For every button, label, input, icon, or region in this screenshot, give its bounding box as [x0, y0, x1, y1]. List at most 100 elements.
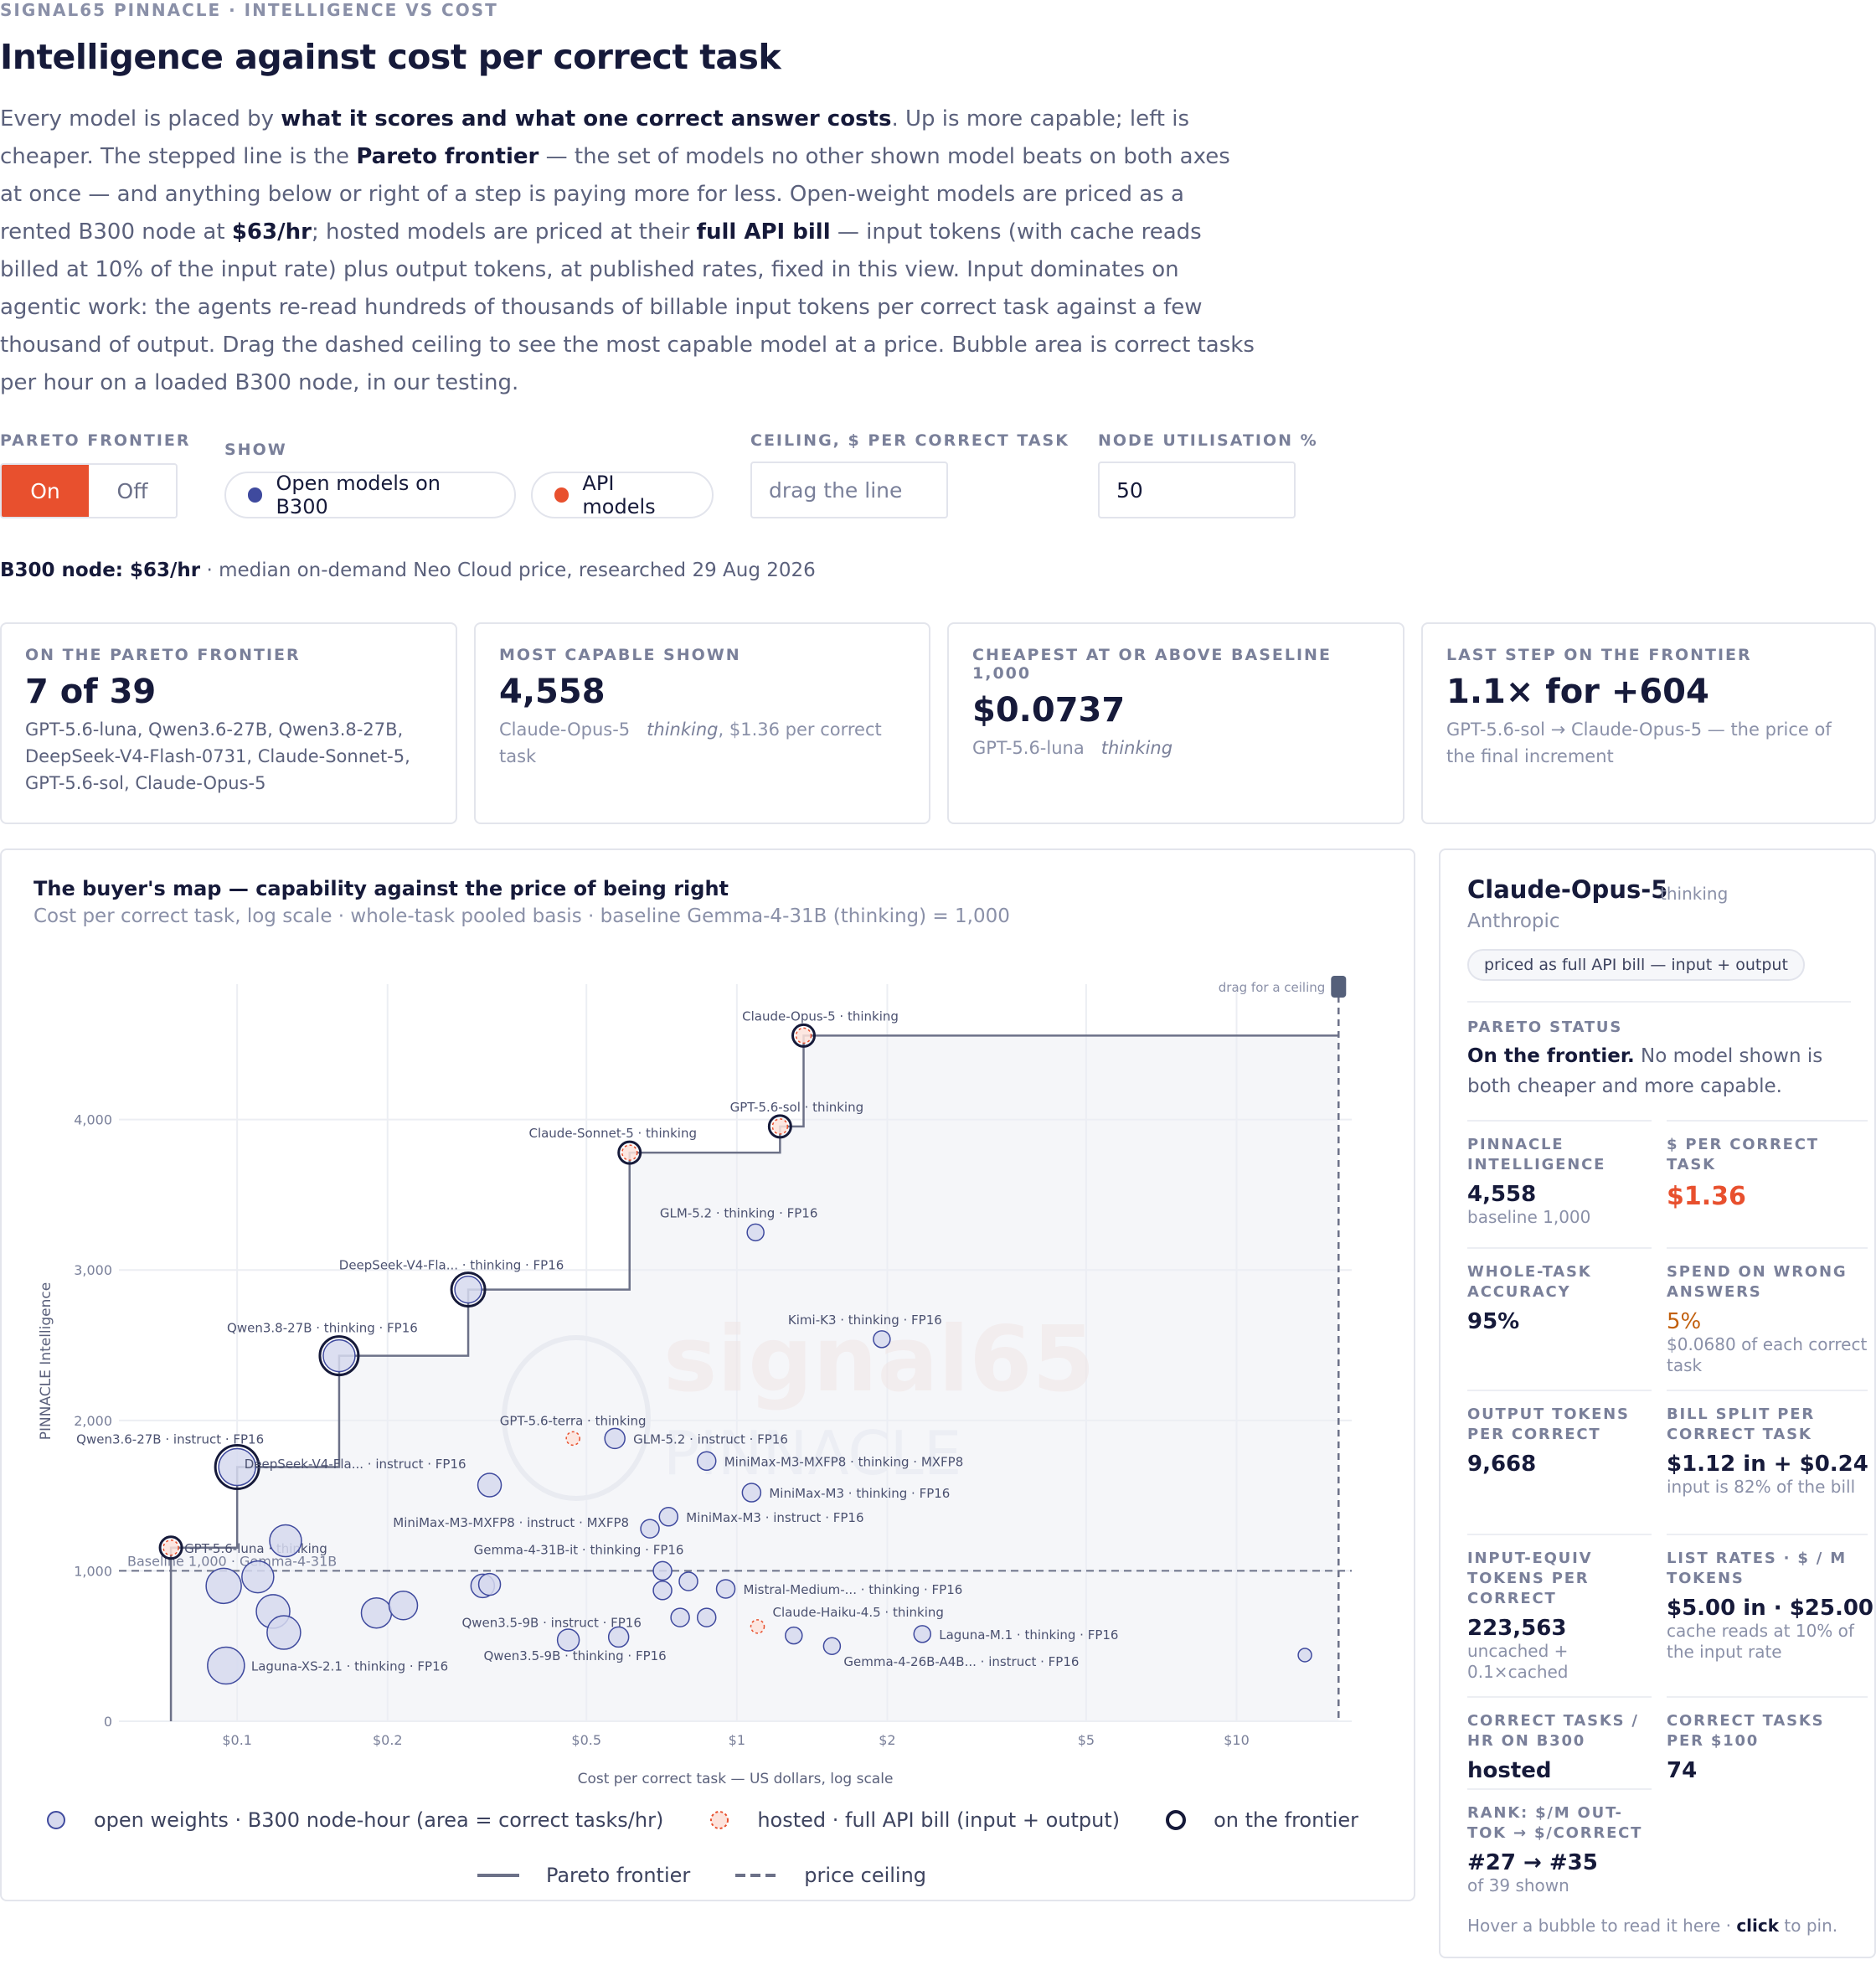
sidebar-hint: Hover a bubble to read it here · click t… — [1467, 1916, 1838, 1936]
point-label: Mistral-Medium-... · thinking · FP16 — [744, 1582, 963, 1597]
x-tick-label: $10 — [1224, 1732, 1250, 1748]
data-point — [873, 1330, 891, 1349]
stat-bill-split-per-correct-task: BILL SPLIT PER CORRECT TASK $1.12 in + $0… — [1667, 1390, 1874, 1498]
data-point — [607, 1626, 630, 1648]
frontier-ring — [214, 1443, 260, 1490]
legend-row-1: open weights · B300 node-hour (area = co… — [2, 1808, 1417, 1832]
data-point — [678, 1571, 698, 1591]
card-cheapest: CHEAPEST AT OR ABOVE BASELINE 1,000 $0.0… — [947, 622, 1404, 824]
util-input[interactable]: 50 — [1098, 462, 1296, 518]
pareto-label: PARETO FRONTIER — [0, 431, 191, 450]
point-label: GPT-5.6-sol · thinking — [730, 1100, 864, 1115]
data-point — [746, 1223, 765, 1242]
frontier-ring — [791, 1023, 817, 1048]
ceiling-label: CEILING, $ PER CORRECT TASK — [750, 431, 1069, 450]
data-point — [477, 1572, 502, 1596]
data-point — [715, 1579, 736, 1599]
stat-output-tokens-per-correct: OUTPUT TOKENS PER CORRECT 9,668 — [1467, 1390, 1652, 1477]
point-label: Qwen3.6-27B · instruct · FP16 — [76, 1431, 264, 1447]
stat-spend-on-wrong-answers: SPEND ON WRONG ANSWERS 5% $0.0680 of each … — [1667, 1247, 1868, 1376]
y-tick-label: 1,000 — [74, 1563, 112, 1579]
pricing-badge: priced as full API bill — input + output — [1467, 949, 1805, 981]
data-point — [670, 1607, 690, 1627]
ceiling-drag-handle — [1331, 976, 1347, 998]
point-label: Claude-Opus-5 · thinking — [742, 1008, 899, 1024]
legend-ceiling: price ceiling — [735, 1864, 927, 1887]
model-vendor: Anthropic — [1467, 910, 1560, 932]
stat-input-equiv-tokens-per-correct: INPUT-EQUIV TOKENS PER CORRECT 223,563 unc… — [1467, 1534, 1652, 1683]
y-tick-label: 2,000 — [74, 1413, 112, 1429]
data-point — [771, 1118, 789, 1135]
point-label: Qwen3.8-27B · thinking · FP16 — [227, 1321, 418, 1336]
point-label: Qwen3.5-9B · instruct · FP16 — [461, 1615, 641, 1630]
frontier-ring — [617, 1140, 642, 1165]
open-models-label: Open models on B300 — [276, 472, 441, 518]
legend-row-2: Pareto frontier price ceiling — [2, 1864, 1417, 1887]
frontier-ring — [318, 1335, 360, 1377]
point-label: Claude-Sonnet-5 · thinking — [528, 1126, 697, 1141]
legend-pareto: Pareto frontier — [477, 1864, 691, 1887]
frontier-area — [171, 1035, 1339, 1721]
stat-per-correct-task: $ PER CORRECT TASK $1.36 — [1667, 1120, 1868, 1211]
y-tick-label: 3,000 — [74, 1262, 112, 1278]
card-last-step: LAST STEP ON THE FRONTIER 1.1× for +604 … — [1421, 622, 1876, 824]
y-axis-label: PINNACLE Intelligence — [38, 1282, 54, 1440]
point-label: DeepSeek-V4-Fla... · thinking · FP16 — [339, 1258, 564, 1273]
stat-pinnacle-intelligence: PINNACLE INTELLIGENCE 4,558 baseline 1,000 — [1467, 1120, 1652, 1228]
open-dot-icon — [248, 487, 263, 503]
data-point — [207, 1646, 245, 1685]
data-point — [785, 1626, 803, 1645]
stat-rank-m-out-tok-correct: RANK: $/M OUT-TOK → $/CORRECT #27 → #35 of… — [1467, 1788, 1652, 1896]
open-models-chip[interactable]: Open models on B300 — [224, 472, 516, 518]
data-point — [621, 1144, 638, 1161]
y-tick-label: 0 — [104, 1714, 112, 1730]
point-label: GPT-5.6-luna · thinking — [184, 1541, 327, 1556]
point-label: GLM-5.2 · instruct · FP16 — [633, 1431, 788, 1447]
data-point — [604, 1427, 626, 1450]
eyebrow: SIGNAL65 PINNACLE · INTELLIGENCE VS COST — [0, 0, 498, 20]
legend-frontier: on the frontier — [1165, 1808, 1374, 1832]
point-label: MiniMax-M3-MXFP8 · instruct · MXFP8 — [393, 1515, 629, 1530]
data-point — [218, 1447, 256, 1487]
api-dot-icon — [554, 487, 570, 503]
data-point — [241, 1560, 275, 1594]
x-tick-label: $0.1 — [222, 1732, 252, 1748]
detail-sidebar: Claude-Opus-5 thinking Anthropic priced … — [1439, 848, 1876, 1958]
data-point — [565, 1431, 580, 1447]
data-point — [696, 1607, 717, 1627]
data-point — [162, 1540, 179, 1556]
page-title: Intelligence against cost per correct ta… — [0, 37, 781, 77]
point-label: GLM-5.2 · thinking · FP16 — [660, 1205, 818, 1220]
point-label: GPT-5.6-terra · thinking — [500, 1413, 647, 1428]
y-tick-label: 4,000 — [74, 1112, 112, 1128]
data-point — [696, 1451, 717, 1472]
point-label: Laguna-XS-2.1 · thinking · FP16 — [251, 1659, 448, 1674]
x-axis-label: Cost per correct task — US dollars, log … — [578, 1771, 894, 1787]
legend-open: open weights · B300 node-hour (area = co… — [45, 1808, 678, 1832]
point-label: Qwen3.5-9B · thinking · FP16 — [483, 1648, 666, 1663]
stat-list-rates-m-tokens: LIST RATES · $ / M TOKENS $5.00 in · $25.… — [1667, 1534, 1874, 1663]
ceiling-input[interactable]: drag the line — [750, 462, 948, 518]
ceiling-drag-hint: drag for a ceiling — [1219, 980, 1326, 995]
frontier-ring — [767, 1114, 792, 1139]
data-point — [750, 1619, 765, 1634]
point-label: DeepSeek-V4-Fla... · instruct · FP16 — [245, 1457, 466, 1472]
pareto-off-button[interactable]: Off — [89, 465, 176, 517]
util-label: NODE UTILISATION % — [1098, 431, 1318, 450]
data-point — [388, 1590, 419, 1621]
chart-title: The buyer's map — capability against the… — [34, 877, 729, 900]
data-point — [640, 1519, 660, 1539]
point-label: Kimi-K3 · thinking · FP16 — [788, 1313, 942, 1328]
data-point — [795, 1027, 812, 1044]
point-label: MiniMax-M3-MXFP8 · thinking · MXFP8 — [724, 1454, 964, 1469]
pareto-on-button[interactable]: On — [2, 465, 89, 517]
point-label: Laguna-M.1 · thinking · FP16 — [939, 1627, 1118, 1643]
data-point — [913, 1625, 931, 1643]
data-point — [652, 1560, 673, 1581]
card-frontier-count: ON THE PARETO FRONTIER 7 of 39 GPT-5.6-l… — [0, 622, 457, 824]
api-models-label: API models — [582, 472, 656, 518]
data-point — [1297, 1648, 1312, 1663]
data-point — [822, 1637, 842, 1655]
x-tick-label: $0.5 — [571, 1732, 601, 1748]
api-models-chip[interactable]: API models — [531, 472, 714, 518]
